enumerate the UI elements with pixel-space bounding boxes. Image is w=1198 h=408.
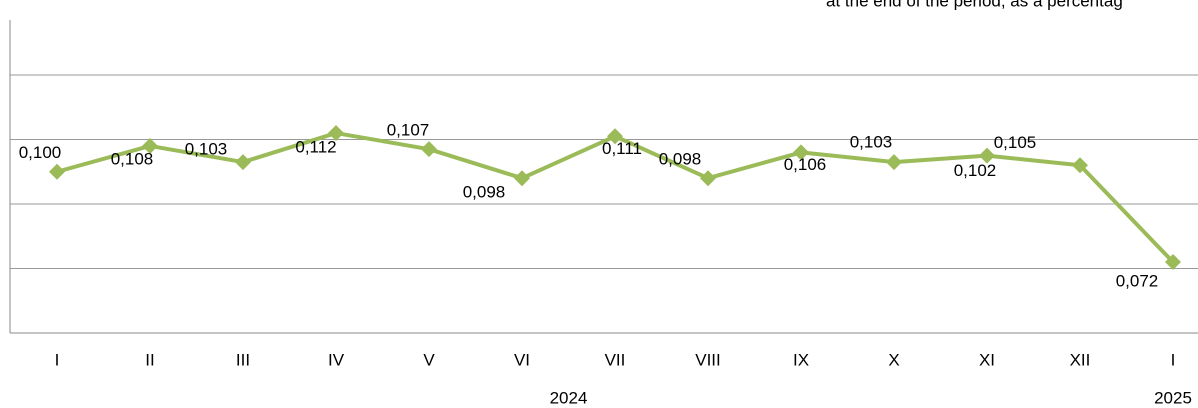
data-marker <box>142 137 158 154</box>
data-label: 0,111 <box>602 139 642 158</box>
data-label: 0,108 <box>111 149 154 168</box>
data-label: 0,107 <box>387 121 430 140</box>
group-label: 2025 <box>1154 388 1192 407</box>
x-tick-label: I <box>1171 350 1176 369</box>
data-marker <box>886 154 902 171</box>
x-tick-label: IX <box>793 350 809 369</box>
data-marker <box>514 170 530 187</box>
x-tick-label: XII <box>1070 350 1091 369</box>
data-label: 0,106 <box>784 155 827 174</box>
data-label: 0,098 <box>463 183 506 202</box>
data-marker <box>421 141 437 158</box>
data-label: 0,105 <box>994 133 1037 152</box>
data-marker <box>328 125 344 142</box>
data-marker <box>1072 157 1088 174</box>
x-tick-label: II <box>145 350 154 369</box>
x-tick-label: V <box>423 350 435 369</box>
x-tick-label: XI <box>979 350 995 369</box>
data-label: 0,102 <box>954 161 997 180</box>
data-marker <box>1165 254 1181 271</box>
data-marker <box>49 163 65 180</box>
data-label: 0,098 <box>659 150 702 169</box>
data-label: 0,103 <box>185 140 228 159</box>
data-marker <box>700 170 716 187</box>
data-label: 0,103 <box>850 133 893 152</box>
x-tick-label: III <box>236 350 250 369</box>
data-label: 0,112 <box>295 138 336 157</box>
group-label: 2024 <box>550 388 588 407</box>
x-tick-label: IV <box>328 350 345 369</box>
x-tick-label: VI <box>514 350 530 369</box>
data-marker <box>793 144 809 161</box>
data-label: 0,072 <box>1116 272 1159 291</box>
x-tick-label: X <box>888 350 899 369</box>
data-marker <box>979 147 995 164</box>
x-tick-label: VIII <box>695 350 721 369</box>
chart-title: at the end of the period, as a percentag <box>826 0 1123 10</box>
x-tick-label: VII <box>605 350 626 369</box>
data-marker <box>607 128 623 145</box>
data-label: 0,100 <box>19 143 62 162</box>
x-tick-label: I <box>55 350 60 369</box>
data-marker <box>235 154 251 171</box>
